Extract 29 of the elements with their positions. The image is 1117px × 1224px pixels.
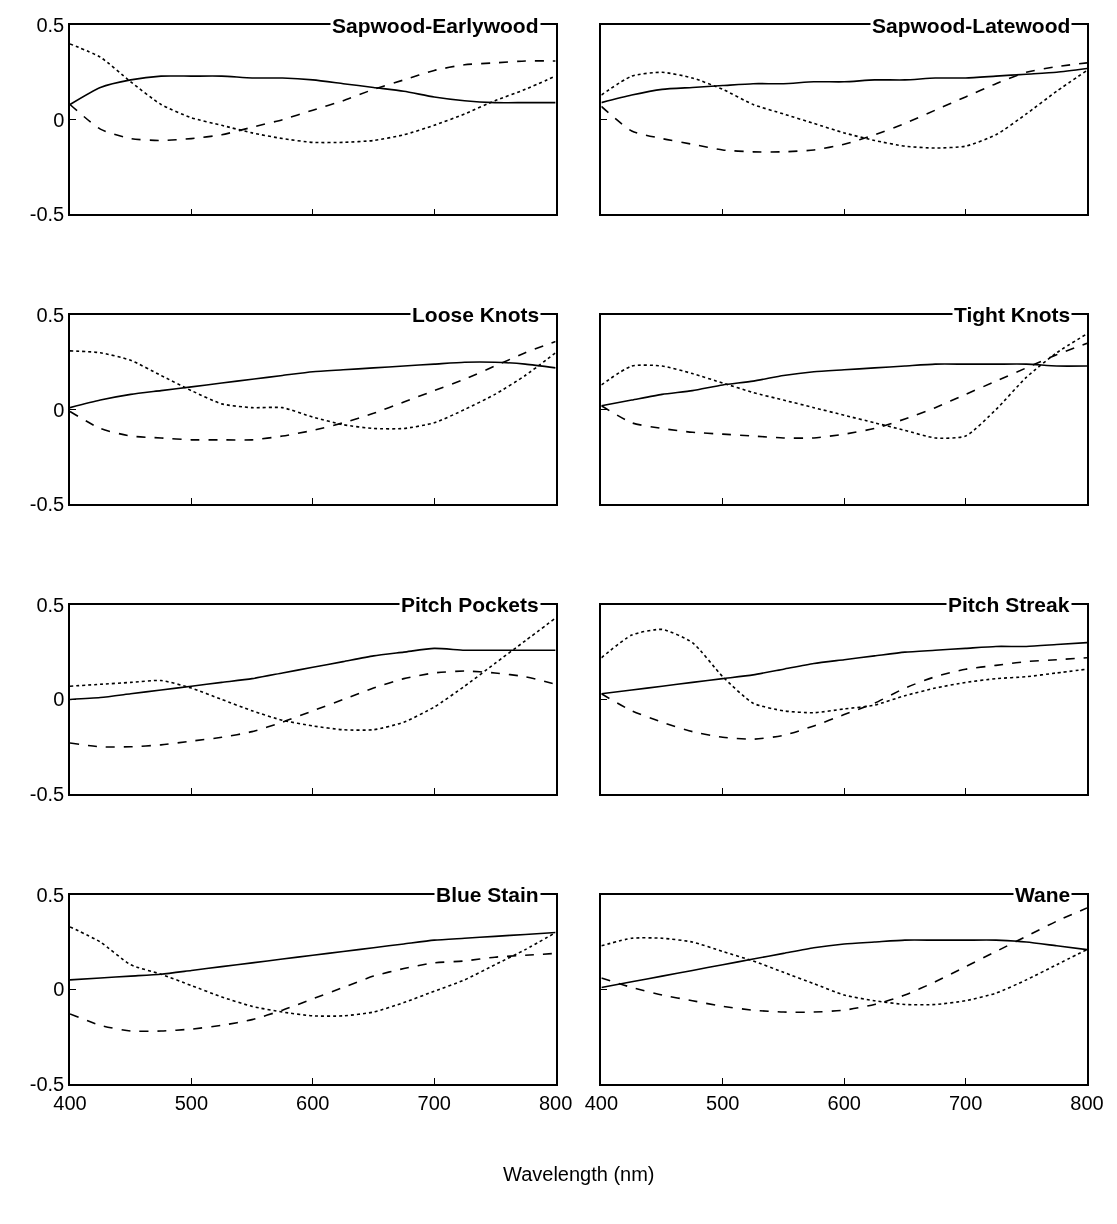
chart-title: Pitch Pockets bbox=[401, 593, 539, 616]
chart-title: Blue Stain bbox=[436, 883, 539, 906]
y-tick-label: 0 bbox=[53, 108, 65, 131]
x-tick-label: 500 bbox=[174, 1091, 209, 1114]
x-tick-label: 700 bbox=[948, 1091, 983, 1114]
y-tick-label: 0 bbox=[53, 978, 65, 1001]
y-tick-label: 0.5 bbox=[36, 883, 65, 906]
y-tick-label: 0 bbox=[53, 398, 65, 421]
x-tick-label: 500 bbox=[706, 1091, 740, 1114]
y-tick-label: 0.5 bbox=[36, 303, 65, 326]
chart-title: Sapwood-Earlywood bbox=[332, 14, 539, 37]
chart-title: Sapwood-Latewood bbox=[872, 14, 1071, 37]
y-tick-label: 0.5 bbox=[36, 593, 65, 616]
y-tick-label: -0.5 bbox=[29, 493, 65, 516]
y-tick-label: -0.5 bbox=[29, 783, 65, 806]
chart-title: Loose Knots bbox=[412, 303, 540, 326]
y-tick-label: 0.5 bbox=[36, 14, 65, 36]
chart-title: Tight Knots bbox=[954, 303, 1071, 326]
y-tick-label: 0 bbox=[53, 688, 65, 711]
chart-title: Pitch Streak bbox=[948, 593, 1070, 616]
y-tick-label: -0.5 bbox=[29, 203, 65, 226]
x-tick-label: 700 bbox=[417, 1091, 451, 1114]
x-tick-label: 600 bbox=[827, 1091, 861, 1114]
x-tick-label: 400 bbox=[584, 1091, 619, 1114]
x-tick-label: 800 bbox=[538, 1091, 573, 1114]
x-axis-title: Wavelength (nm) bbox=[503, 1163, 655, 1185]
chart-title: Wane bbox=[1015, 883, 1071, 906]
x-tick-label: 600 bbox=[296, 1091, 330, 1114]
x-tick-label: 800 bbox=[1070, 1091, 1104, 1114]
